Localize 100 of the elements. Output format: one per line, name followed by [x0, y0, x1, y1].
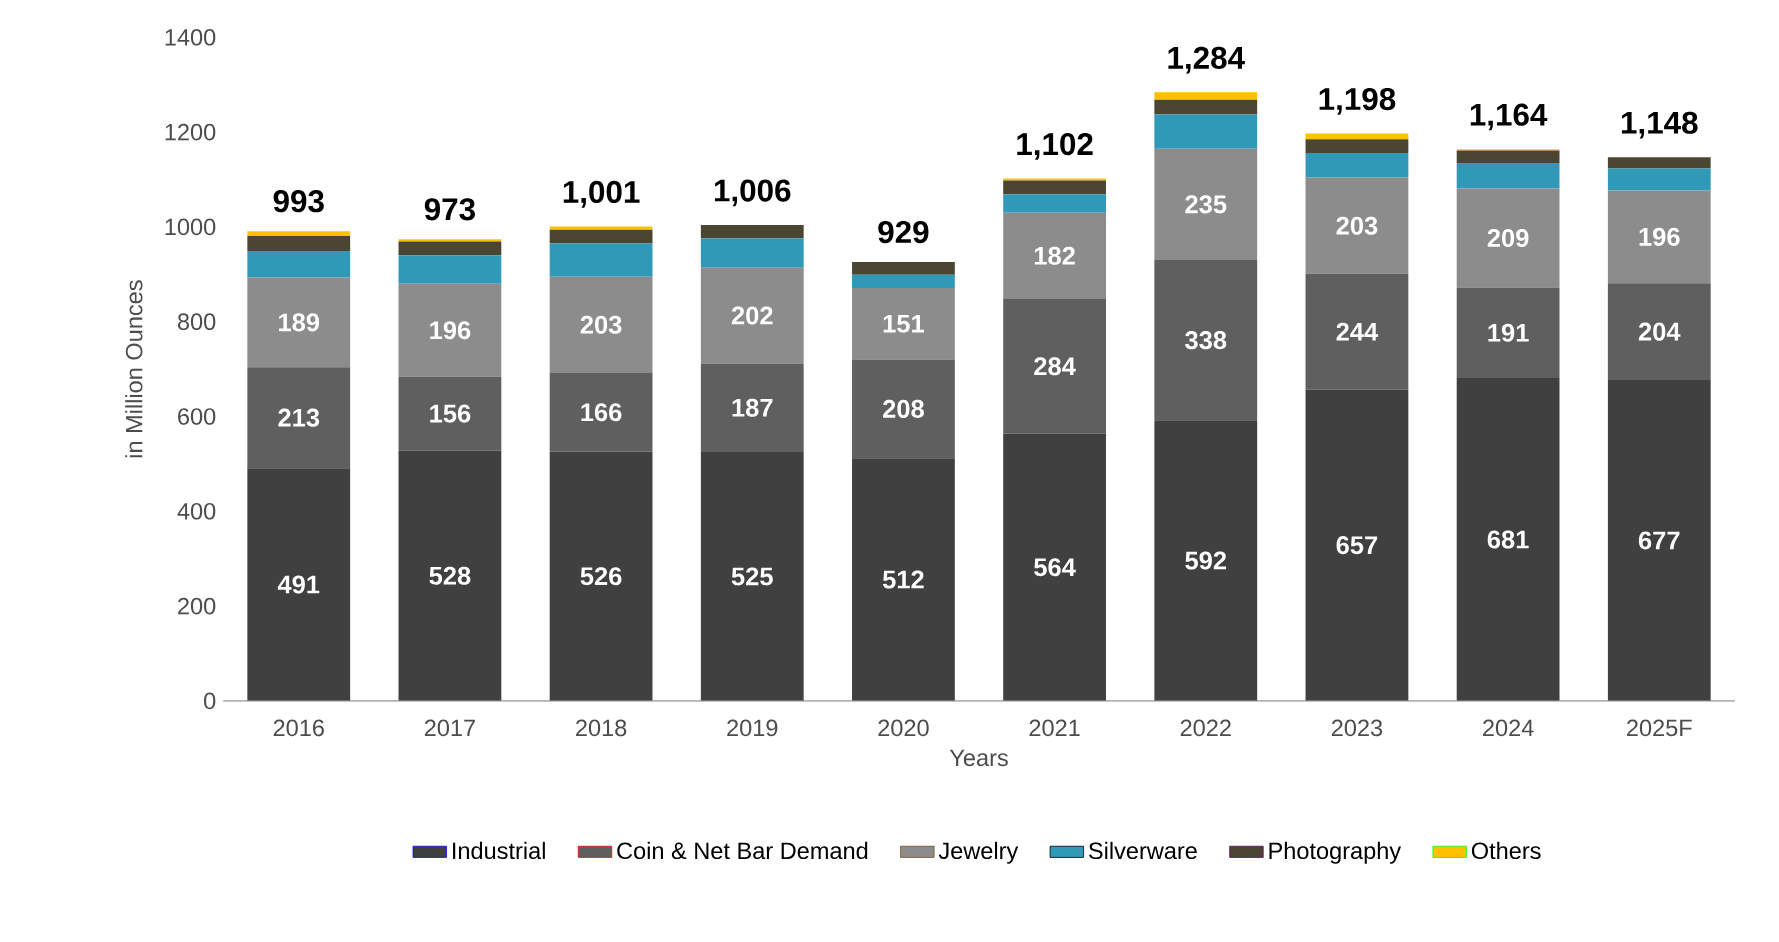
total-label: 1,164: [1470, 103, 1548, 131]
total-label: 973: [424, 197, 475, 221]
data-label: 187: [732, 398, 773, 417]
data-label: 657: [1336, 535, 1378, 555]
x-tick-label: 2021: [1029, 719, 1080, 737]
data-label: 196: [1639, 227, 1680, 246]
y-tick-label: 600: [178, 407, 216, 425]
bar: [1607, 168, 1711, 191]
y-tick-label: 1400: [165, 28, 216, 46]
bar: [700, 224, 804, 239]
bar: [852, 274, 955, 288]
bar: [247, 235, 351, 251]
data-label: 526: [580, 567, 622, 586]
data-label: 235: [1185, 195, 1227, 214]
y-tick-label: 200: [178, 597, 216, 615]
total-label: 929: [878, 220, 929, 244]
data-label: 491: [277, 575, 320, 594]
data-label: 681: [1487, 530, 1529, 549]
bar: [1456, 150, 1560, 163]
data-label: 208: [883, 399, 924, 418]
bar: [1305, 139, 1409, 153]
legend-label: Silverware: [1089, 841, 1197, 859]
x-tick-label: 2019: [727, 719, 778, 737]
data-label: 151: [883, 314, 924, 333]
x-tick-label: 2018: [576, 719, 627, 737]
data-label: 204: [1638, 322, 1681, 341]
data-label: 592: [1185, 551, 1227, 570]
bar: [1456, 287, 1560, 378]
bar: [1154, 92, 1258, 100]
y-tick-label: 0: [204, 692, 216, 710]
bar: [549, 243, 653, 277]
y-axis-title: in Million Ounces: [125, 280, 143, 458]
bar: [247, 367, 351, 468]
x-tick-label: 2022: [1180, 719, 1231, 737]
data-label: 338: [1185, 330, 1227, 350]
data-label: 512: [882, 570, 924, 589]
data-label: 166: [581, 403, 622, 422]
bar: [1003, 212, 1106, 299]
bar: [549, 451, 653, 701]
data-label: 156: [430, 404, 471, 423]
bar: [398, 255, 502, 284]
data-label: 677: [1638, 531, 1680, 550]
bar: [398, 241, 502, 256]
data-label: 191: [1488, 323, 1529, 342]
bar: [1154, 259, 1258, 421]
x-tick-label: 2023: [1331, 719, 1383, 737]
bar: [1305, 152, 1409, 178]
y-tick-label: 400: [177, 502, 216, 520]
bar: [852, 359, 955, 459]
bar: [1305, 389, 1409, 701]
bar: [1607, 190, 1711, 284]
bar: [398, 376, 502, 451]
bar: [247, 250, 351, 278]
legend-label: Industrial: [453, 841, 545, 859]
total-label: 1,198: [1319, 87, 1396, 115]
bar: [1003, 433, 1106, 701]
bar: [549, 276, 653, 373]
bar: [549, 229, 653, 244]
bar: [1607, 157, 1711, 169]
bar: [1305, 177, 1409, 274]
x-tick-label: 2024: [1483, 719, 1534, 737]
data-label: 244: [1336, 322, 1379, 341]
bar: [247, 277, 351, 368]
bar: [700, 238, 804, 268]
bar: [1456, 377, 1560, 701]
bar: [1456, 162, 1560, 189]
x-axis-title: Years: [949, 749, 1008, 766]
bar: [852, 458, 955, 701]
bar: [398, 239, 502, 242]
data-label: 528: [429, 566, 471, 585]
data-label: 284: [1034, 357, 1076, 376]
data-label: 213: [278, 408, 320, 427]
bar: [1154, 420, 1258, 701]
x-tick-label: 2025F: [1627, 719, 1692, 737]
legend-label: Coin & Net Bar Demand: [617, 841, 868, 859]
y-tick-label: 1200: [165, 123, 216, 141]
bar: [398, 283, 502, 377]
data-label: 203: [1336, 216, 1378, 235]
data-label: 209: [1487, 228, 1529, 247]
legend-label: Jewelry: [938, 841, 1019, 864]
total-label: 1,102: [1017, 132, 1093, 160]
bar: [852, 261, 955, 275]
x-tick-label: 2016: [273, 719, 324, 737]
data-label: 564: [1034, 557, 1076, 577]
total-label: 1,284: [1168, 46, 1245, 74]
bar: [1154, 114, 1258, 149]
bar: [1003, 194, 1106, 213]
bar: [247, 467, 351, 701]
bar: [247, 230, 351, 236]
data-label: 189: [279, 313, 320, 332]
bar: [700, 451, 804, 701]
total-label: 1,148: [1621, 111, 1698, 139]
bar: [1003, 298, 1106, 434]
total-label: 1,001: [563, 180, 640, 208]
data-label: 196: [430, 321, 471, 340]
bar: [700, 267, 804, 364]
data-label: 182: [1034, 246, 1075, 265]
legend-label: Others: [1471, 841, 1541, 859]
total-label: 1,006: [714, 179, 791, 207]
data-label: 203: [580, 315, 622, 334]
